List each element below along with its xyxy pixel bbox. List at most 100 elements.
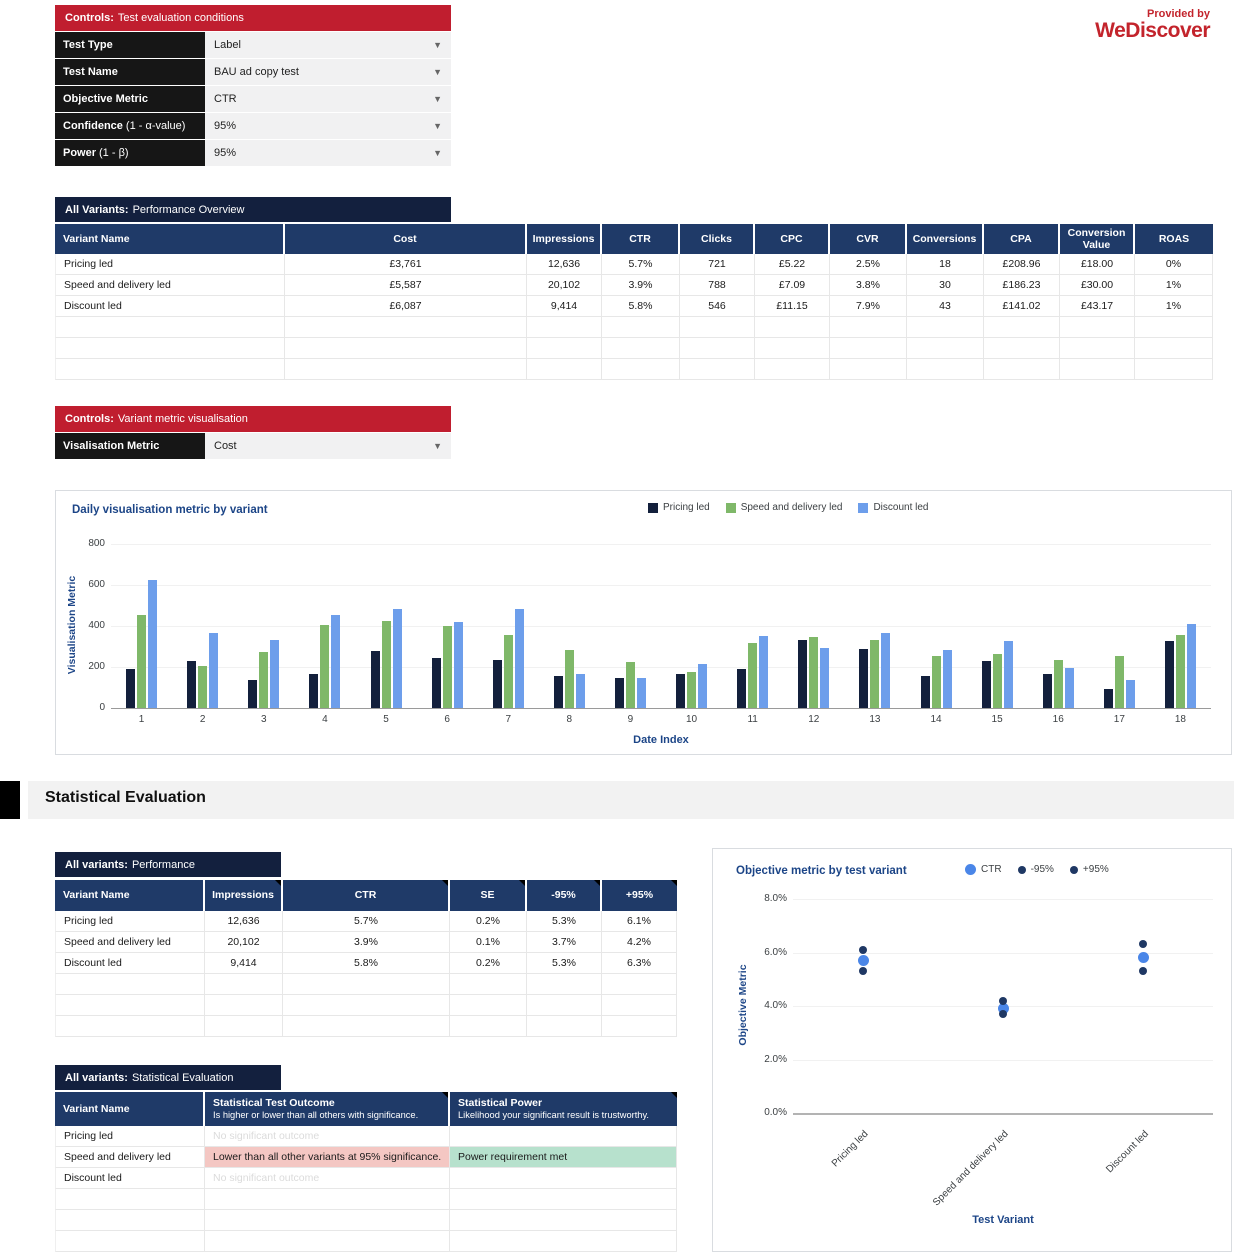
control-dropdown-value: Cost <box>214 440 237 452</box>
x-tick-label: 3 <box>260 714 267 725</box>
table-cell <box>527 359 602 380</box>
table-cell <box>205 995 283 1016</box>
bar <box>370 651 380 708</box>
bar <box>1053 660 1063 708</box>
control-dropdown[interactable]: 95% ▼ <box>205 140 451 166</box>
table-cell: Pricing led <box>55 911 205 932</box>
bar <box>137 614 147 708</box>
section-title: Statistical Evaluation <box>45 789 206 806</box>
y-tick-label: 0 <box>99 702 105 713</box>
table-row: Pricing led No significant outcome <box>55 1126 677 1147</box>
dropdown-caret-icon: ▼ <box>433 40 442 50</box>
table-cell: 12,636 <box>527 254 602 275</box>
control-label-bold: Test Name <box>63 66 118 78</box>
bar-chart-title: Daily visualisation metric by variant <box>72 504 268 516</box>
dropdown-caret-icon: ▼ <box>433 94 442 104</box>
table-cell: 3.8% <box>830 275 907 296</box>
table-cell <box>55 995 205 1016</box>
data-point <box>857 955 869 967</box>
overview-table: Variant Name Cost Impressions CTR Clicks CPC C… <box>55 224 1213 380</box>
table-cell <box>205 1189 450 1210</box>
table-cell: 5.8% <box>283 953 450 974</box>
bar <box>126 669 136 708</box>
table-cell <box>984 317 1060 338</box>
bar <box>1042 674 1052 708</box>
x-tick-label: 8 <box>566 714 573 725</box>
table-cell <box>1060 317 1135 338</box>
x-tick-label: 9 <box>627 714 634 725</box>
gridline <box>793 952 1213 954</box>
legend-label: Speed and delivery led <box>740 502 843 513</box>
control-dropdown-value: BAU ad copy test <box>214 66 299 78</box>
table-row: Pricing led £3,761 12,636 5.7% 721 £5.22 2.5% 1… <box>55 254 1213 275</box>
control-row: Objective Metric CTR ▼ <box>55 86 451 112</box>
table-row: Speed and delivery led Lower than all oth… <box>55 1147 677 1168</box>
table-cell: 1% <box>1135 296 1213 317</box>
legend-item: Pricing led <box>648 502 710 513</box>
column-header: Cost <box>285 224 527 254</box>
bar <box>859 648 869 708</box>
table-cell: £11.15 <box>755 296 830 317</box>
control-dropdown[interactable]: CTR ▼ <box>205 86 451 112</box>
table-cell <box>602 995 677 1016</box>
x-tick-label: Discount led <box>1104 1128 1151 1176</box>
evaluation-title: All variants: Statistical Evaluation <box>55 1065 281 1090</box>
scatter-title: Objective metric by test variant <box>736 865 907 877</box>
control-label-rest: (1 - α-value) <box>125 120 186 132</box>
x-tick-label: 10 <box>685 714 698 725</box>
bar <box>625 661 635 708</box>
bar <box>920 675 930 708</box>
control-label: Confidence (1 - α-value) <box>55 113 205 139</box>
control-dropdown[interactable]: 95% ▼ <box>205 113 451 139</box>
bar <box>492 659 502 708</box>
table-cell: 3.9% <box>602 275 680 296</box>
wediscover-logo: WeDiscover <box>1095 19 1210 42</box>
provided-by-label: Provided by <box>1147 8 1210 20</box>
table-cell <box>527 317 602 338</box>
table-cell <box>283 974 450 995</box>
control-row: Confidence (1 - α-value) 95% ▼ <box>55 113 451 139</box>
bar <box>1064 667 1074 708</box>
x-tick-label: 13 <box>869 714 881 725</box>
legend-swatch-icon <box>648 502 658 513</box>
table-cell: No significant outcome <box>205 1126 450 1147</box>
x-axis-title: Date Index <box>633 734 689 746</box>
legend-item: CTR <box>965 864 1002 875</box>
control-dropdown-value: Label <box>214 39 241 51</box>
x-axis-title: Test Variant <box>972 1214 1034 1226</box>
table-cell <box>602 974 677 995</box>
table-cell: £5.22 <box>755 254 830 275</box>
bar <box>942 649 952 708</box>
bar <box>698 664 708 708</box>
table-cell <box>205 1210 450 1231</box>
table-cell: 3.7% <box>527 932 602 953</box>
table-cell: 721 <box>680 254 755 275</box>
control-label-bold: Test Type <box>63 39 113 51</box>
legend-label: CTR <box>981 864 1002 875</box>
x-tick-label: 17 <box>1113 714 1125 725</box>
column-header-subtitle: Likelihood your significant result is tr… <box>458 1110 650 1121</box>
bar <box>636 677 646 708</box>
y-tick-label: 2.0% <box>764 1053 787 1065</box>
y-tick-label: 4.0% <box>764 1000 787 1011</box>
evaluation-title-bold: All variants: <box>65 1071 128 1084</box>
control-dropdown[interactable]: BAU ad copy test ▼ <box>205 59 451 85</box>
table-cell <box>285 359 527 380</box>
dropdown-caret-icon: ▼ <box>433 67 442 77</box>
column-header: Impressions <box>205 880 283 911</box>
data-point <box>859 945 867 954</box>
y-tick-label: 800 <box>88 538 105 549</box>
x-tick-label: 15 <box>991 714 1003 725</box>
scatter-legend: CTR -95% +95% <box>965 864 1109 875</box>
table-cell: 5.3% <box>527 953 602 974</box>
control-row: Visalisation Metric Cost ▼ <box>55 433 451 459</box>
control-dropdown[interactable]: Label ▼ <box>205 32 451 58</box>
column-header: Variant Name <box>55 1092 205 1126</box>
table-cell <box>984 359 1060 380</box>
column-header-title: Statistical Power <box>458 1097 543 1110</box>
bar <box>881 632 891 708</box>
control-dropdown[interactable]: Cost ▼ <box>205 433 451 459</box>
table-cell: 0.2% <box>450 953 527 974</box>
y-tick-label: 0.0% <box>764 1107 787 1118</box>
table-cell <box>680 359 755 380</box>
